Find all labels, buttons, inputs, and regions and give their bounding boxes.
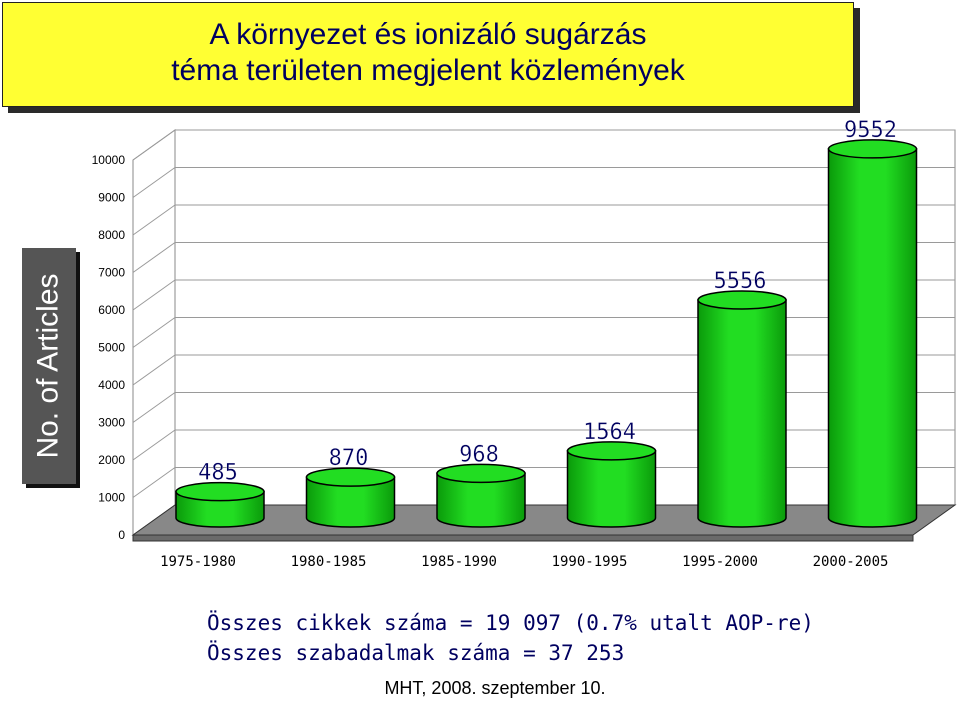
floor-edge [132,534,914,542]
gridline-side [132,129,176,161]
y-axis-label-box: No. of Articles [22,248,76,484]
x-tick-label: 2000-2005 [813,554,889,570]
gridline-side [132,467,176,498]
bar-top [827,139,918,159]
bar [566,441,657,528]
y-tick-label: 0 [118,528,125,542]
x-tick-label: 1995-2000 [682,554,758,570]
y-tick-label: 9000 [98,191,125,205]
data-label: 485 [198,461,238,486]
bar-body [305,476,396,528]
bar-top [175,481,265,502]
bar [827,139,918,528]
x-tick-label: 1975-1980 [160,554,236,570]
y-tick-label: 2000 [98,453,125,467]
data-label: 870 [329,446,369,471]
data-label: 1564 [583,420,636,445]
chart-title: A környezet és ionizáló sugárzás téma te… [2,2,854,107]
summary-patents: Összes szabadalmak száma = 37 253 [207,641,625,665]
bar-body [697,299,787,528]
bar-top [697,290,787,310]
y-tick-label: 1000 [98,491,125,505]
gridline-side [132,392,176,423]
bar-body [436,472,526,528]
y-tick-label: 7000 [98,266,125,280]
bar-body [175,490,265,528]
bar-top [566,441,657,461]
y-tick-label: 5000 [98,341,125,355]
title-line-2: téma területen megjelent közlemények [171,54,685,87]
y-tick-label: 4000 [98,378,125,392]
y-tick-label: 10000 [92,153,126,167]
bar [175,481,265,528]
gridline-side [132,317,176,348]
bar [697,290,787,528]
gridline-side [132,167,176,198]
y-tick-label: 3000 [98,416,125,430]
data-label: 968 [459,442,499,467]
y-tick-label: 6000 [98,303,125,317]
data-label: 9552 [844,118,897,143]
gridline-side [132,429,176,461]
gridline-side [132,354,176,386]
bar [305,467,396,528]
gridline-side [132,242,176,273]
x-tick-label: 1990-1995 [552,554,628,570]
bar-body [827,148,918,528]
data-label: 5556 [714,269,767,294]
footer-date: MHT, 2008. szeptember 10. [384,678,606,698]
summary-articles: Összes cikkek száma = 19 097 (0.7% utalt… [207,611,814,635]
x-tick-label: 1985-1990 [421,554,497,570]
gridline-side [132,279,176,311]
y-tick-label: 8000 [98,228,125,242]
bar-body [566,450,657,528]
title-line-1: A környezet és ionizáló sugárzás [209,18,647,51]
bar-top [436,463,526,484]
bar [436,463,526,528]
bar-top [305,467,396,487]
gridline-side [132,204,176,236]
summary: Összes cikkek száma = 19 097 (0.7% utalt… [207,608,814,668]
x-tick-label: 1980-1985 [291,554,367,570]
